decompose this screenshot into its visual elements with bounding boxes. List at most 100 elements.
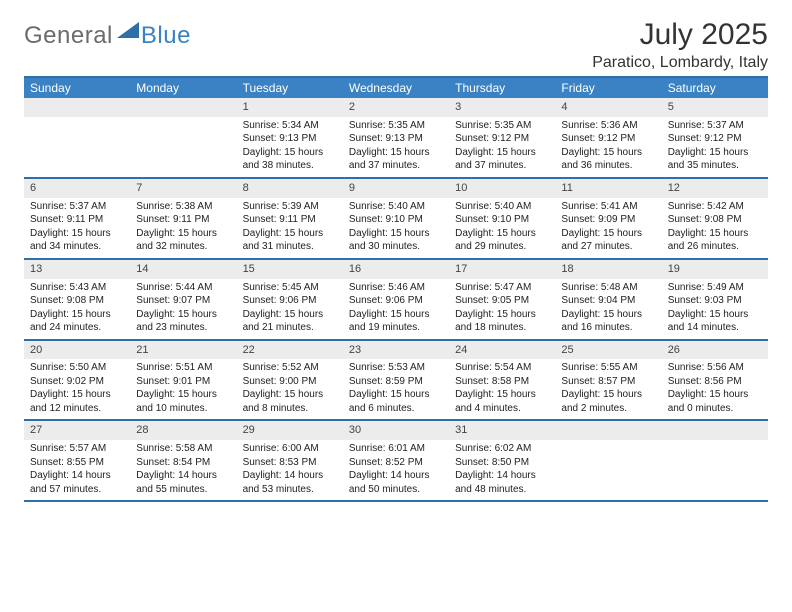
sunrise-text: Sunrise: 5:51 AM [136,361,230,375]
daylight-text: Daylight: 15 hours and 29 minutes. [455,227,549,254]
daylight-text: Daylight: 15 hours and 18 minutes. [455,308,549,335]
day-number: 19 [662,260,768,279]
daylight-text: Daylight: 15 hours and 34 minutes. [30,227,124,254]
daylight-text: Daylight: 15 hours and 36 minutes. [561,146,655,173]
sunrise-text: Sunrise: 5:48 AM [561,281,655,295]
day-body: Sunrise: 5:36 AMSunset: 9:12 PMDaylight:… [555,119,661,173]
sunrise-text: Sunrise: 5:49 AM [668,281,762,295]
day-cell: 26Sunrise: 5:56 AMSunset: 8:56 PMDayligh… [662,341,768,420]
sunrise-text: Sunrise: 5:46 AM [349,281,443,295]
week-row: 13Sunrise: 5:43 AMSunset: 9:08 PMDayligh… [24,260,768,341]
day-body: Sunrise: 5:45 AMSunset: 9:06 PMDaylight:… [237,281,343,335]
sunrise-text: Sunrise: 5:34 AM [243,119,337,133]
day-number: . [662,421,768,440]
day-body: Sunrise: 5:53 AMSunset: 8:59 PMDaylight:… [343,361,449,415]
day-number: . [24,98,130,117]
daylight-text: Daylight: 15 hours and 23 minutes. [136,308,230,335]
sunset-text: Sunset: 9:04 PM [561,294,655,308]
day-cell: . [662,421,768,500]
daylight-text: Daylight: 15 hours and 37 minutes. [455,146,549,173]
day-body: Sunrise: 5:56 AMSunset: 8:56 PMDaylight:… [662,361,768,415]
day-number: 5 [662,98,768,117]
sunrise-text: Sunrise: 5:54 AM [455,361,549,375]
daylight-text: Daylight: 15 hours and 12 minutes. [30,388,124,415]
daylight-text: Daylight: 15 hours and 31 minutes. [243,227,337,254]
day-cell: 9Sunrise: 5:40 AMSunset: 9:10 PMDaylight… [343,179,449,258]
day-body: Sunrise: 5:35 AMSunset: 9:13 PMDaylight:… [343,119,449,173]
sunset-text: Sunset: 9:13 PM [349,132,443,146]
sunrise-text: Sunrise: 5:38 AM [136,200,230,214]
day-cell: 3Sunrise: 5:35 AMSunset: 9:12 PMDaylight… [449,98,555,177]
day-number: 6 [24,179,130,198]
daylight-text: Daylight: 14 hours and 57 minutes. [30,469,124,496]
logo: General Blue [24,22,191,50]
daylight-text: Daylight: 14 hours and 55 minutes. [136,469,230,496]
day-number: 16 [343,260,449,279]
location-text: Paratico, Lombardy, Italy [592,54,768,72]
day-number: 13 [24,260,130,279]
daylight-text: Daylight: 15 hours and 27 minutes. [561,227,655,254]
daylight-text: Daylight: 15 hours and 38 minutes. [243,146,337,173]
day-cell: 13 Sunrise: 5:43 AMSunset: 9:08 PMDayligh… [24,260,130,339]
day-cell: 12Sunrise: 5:42 AMSunset: 9:08 PMDayligh… [662,179,768,258]
daylight-text: Daylight: 15 hours and 24 minutes. [30,308,124,335]
day-header: Tuesday [237,78,343,98]
day-cell: 24Sunrise: 5:54 AMSunset: 8:58 PMDayligh… [449,341,555,420]
day-number: 17 [449,260,555,279]
sunset-text: Sunset: 9:10 PM [349,213,443,227]
day-cell: 31Sunrise: 6:02 AMSunset: 8:50 PMDayligh… [449,421,555,500]
sunset-text: Sunset: 9:11 PM [30,213,124,227]
daylight-text: Daylight: 15 hours and 35 minutes. [668,146,762,173]
daylight-text: Daylight: 15 hours and 0 minutes. [668,388,762,415]
sunset-text: Sunset: 9:03 PM [668,294,762,308]
day-header: Wednesday [343,78,449,98]
sunset-text: Sunset: 9:06 PM [349,294,443,308]
sunrise-text: Sunrise: 5:40 AM [455,200,549,214]
sunset-text: Sunset: 9:05 PM [455,294,549,308]
day-number: 7 [130,179,236,198]
sunrise-text: Sunrise: 5:43 AM [30,281,124,295]
day-number: 15 [237,260,343,279]
sunrise-text: Sunrise: 5:44 AM [136,281,230,295]
sunrise-text: Sunrise: 5:42 AM [668,200,762,214]
sunset-text: Sunset: 8:53 PM [243,456,337,470]
day-body: Sunrise: 5:50 AMSunset: 9:02 PMDaylight:… [24,361,130,415]
daylight-text: Daylight: 15 hours and 8 minutes. [243,388,337,415]
calendar: SundayMondayTuesdayWednesdayThursdayFrid… [24,76,768,502]
day-body: Sunrise: 5:55 AMSunset: 8:57 PMDaylight:… [555,361,661,415]
day-cell: 11Sunrise: 5:41 AMSunset: 9:09 PMDayligh… [555,179,661,258]
sunset-text: Sunset: 8:58 PM [455,375,549,389]
sunset-text: Sunset: 8:56 PM [668,375,762,389]
day-cell: 7Sunrise: 5:38 AMSunset: 9:11 PMDaylight… [130,179,236,258]
day-header: Thursday [449,78,555,98]
day-number: 20 [24,341,130,360]
sunset-text: Sunset: 9:12 PM [668,132,762,146]
title-block: July 2025 Paratico, Lombardy, Italy [592,18,768,72]
day-cell: 8Sunrise: 5:39 AMSunset: 9:11 PMDaylight… [237,179,343,258]
sunset-text: Sunset: 8:54 PM [136,456,230,470]
sunset-text: Sunset: 9:06 PM [243,294,337,308]
day-body: Sunrise: 5:57 AMSunset: 8:55 PMDaylight:… [24,442,130,496]
week-row: 27Sunrise: 5:57 AMSunset: 8:55 PMDayligh… [24,421,768,502]
day-number: 23 [343,341,449,360]
day-header: Sunday [24,78,130,98]
sunrise-text: Sunrise: 5:39 AM [243,200,337,214]
day-number: 1 [237,98,343,117]
day-body: Sunrise: 5:41 AMSunset: 9:09 PMDaylight:… [555,200,661,254]
day-number: 26 [662,341,768,360]
sunset-text: Sunset: 9:08 PM [668,213,762,227]
day-number: . [130,98,236,117]
sunrise-text: Sunrise: 5:37 AM [30,200,124,214]
sunrise-text: Sunrise: 5:41 AM [561,200,655,214]
day-number: 29 [237,421,343,440]
daylight-text: Daylight: 15 hours and 6 minutes. [349,388,443,415]
sunset-text: Sunset: 9:12 PM [455,132,549,146]
day-number: 22 [237,341,343,360]
day-body: Sunrise: 5:48 AMSunset: 9:04 PMDaylight:… [555,281,661,335]
week-row: 20Sunrise: 5:50 AMSunset: 9:02 PMDayligh… [24,341,768,422]
sunrise-text: Sunrise: 5:35 AM [455,119,549,133]
day-number: . [555,421,661,440]
daylight-text: Daylight: 15 hours and 32 minutes. [136,227,230,254]
day-cell: . [24,98,130,177]
sunset-text: Sunset: 9:08 PM [30,294,124,308]
